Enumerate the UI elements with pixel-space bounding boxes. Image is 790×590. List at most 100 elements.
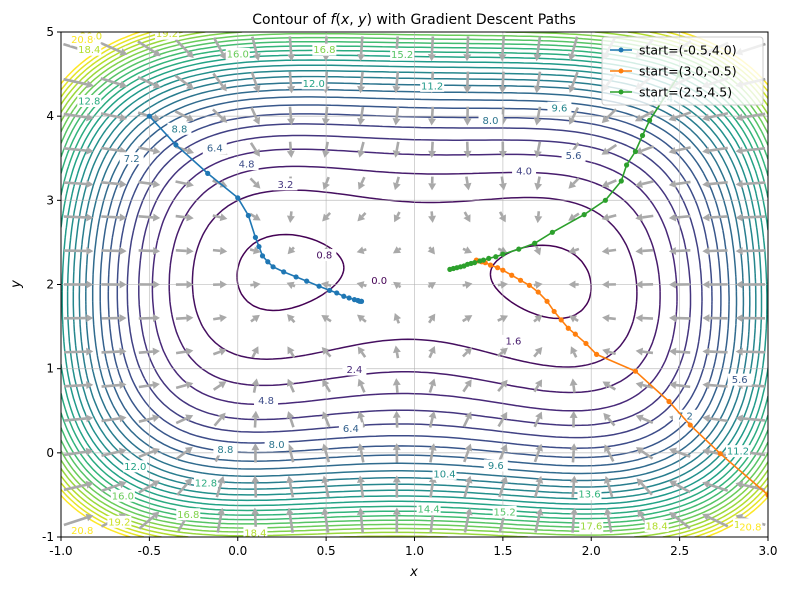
gradient-arrow-shaft: [100, 77, 121, 86]
gradient-arrow-shaft: [324, 106, 329, 119]
descent-point: [581, 212, 587, 218]
gradient-arrow-head: [392, 118, 401, 126]
contour-label-bg: [193, 477, 218, 490]
gradient-arrow-head: [570, 346, 578, 355]
gradient-arrow-head: [357, 314, 365, 323]
descent-point: [618, 178, 624, 184]
gradient-arrow-head: [392, 345, 401, 354]
gradient-arrow-shaft: [138, 146, 154, 153]
gradient-arrow-head: [702, 213, 710, 222]
contour-label-bg: [501, 334, 526, 347]
contour-label: 10.4: [433, 469, 455, 480]
gradient-arrow-shaft: [428, 417, 434, 428]
gradient-arrow-shaft: [571, 482, 576, 498]
contour-label-bg: [167, 122, 192, 135]
gradient-arrow-head: [534, 347, 543, 355]
legend-label-3: start=(2.5,4.5): [639, 85, 732, 100]
gradient-arrow-shaft: [138, 417, 154, 423]
gradient-arrow-shaft: [175, 180, 188, 186]
gradient-arrow-head: [735, 146, 743, 155]
gradient-arrow-shaft: [533, 482, 541, 498]
contour-label-bg: [579, 520, 604, 533]
gradient-arrow-shaft: [138, 515, 155, 530]
gradient-arrow-shaft: [429, 449, 434, 463]
gradient-arrow-shaft: [462, 283, 466, 287]
contour-label: 12.0: [124, 462, 146, 473]
gradient-arrow-head: [427, 54, 436, 62]
gradient-arrow-shaft: [742, 112, 766, 119]
contour-label: 20.8: [71, 526, 93, 537]
descent-point: [687, 422, 693, 428]
x-tick-label: 2.0: [582, 544, 601, 558]
contour-line: [168, 165, 661, 394]
gradient-arrow-shaft: [101, 350, 120, 354]
legend-box: [601, 36, 764, 106]
gradient-arrow-head: [152, 213, 161, 222]
gradient-arrow-shaft: [325, 211, 332, 218]
contour-label-bg: [202, 142, 227, 155]
gradient-arrow-head: [392, 443, 401, 451]
contour-label: 16.0: [112, 491, 134, 502]
gradient-arrow-shaft: [675, 383, 691, 389]
contour-label-bg: [727, 373, 752, 386]
contour-label: 0.8: [316, 251, 332, 262]
gradient-arrow-shaft: [100, 112, 121, 119]
contour-label: 14.4: [418, 505, 440, 516]
gradient-arrow-head: [702, 247, 710, 256]
gradient-arrow-shaft: [212, 350, 221, 356]
contour-label-bg: [547, 101, 572, 114]
x-tick-label: 0.0: [228, 544, 247, 558]
x-tick-label: 1.0: [405, 544, 424, 558]
gradient-arrow-shaft: [395, 141, 400, 152]
gradient-arrow-head: [668, 447, 677, 456]
gradient-arrow-head: [253, 280, 261, 289]
gradient-arrow-head: [152, 347, 160, 356]
descent-point: [316, 283, 322, 289]
gradient-arrow-shaft: [574, 247, 580, 252]
title-part-5: ,: [349, 12, 358, 28]
contour-label: 12.8: [195, 479, 217, 490]
gradient-arrow-head: [669, 511, 678, 520]
gradient-arrow-head: [286, 378, 295, 387]
gradient-arrow-shaft: [288, 482, 295, 498]
gradient-arrow-head: [735, 414, 743, 423]
gradient-arrow-head: [119, 48, 128, 56]
descent-point: [252, 234, 259, 240]
gradient-arrow-shaft: [500, 176, 505, 184]
gradient-arrow-shaft: [138, 249, 154, 253]
contour-label-bg: [644, 520, 669, 533]
gradient-arrow-head: [569, 410, 578, 418]
contour-label-bg: [312, 43, 337, 56]
gradient-arrow-shaft: [465, 176, 469, 184]
contour-label: 4.8: [239, 160, 255, 171]
gradient-arrow-head: [499, 347, 508, 356]
gradient-arrow-shaft: [501, 71, 505, 87]
gradient-arrow-shaft: [288, 36, 293, 55]
gradient-arrow-shaft: [536, 36, 542, 55]
gradient-arrow-shaft: [533, 449, 541, 463]
contour-label: 12.8: [78, 97, 100, 108]
gradient-arrow-shaft: [289, 384, 295, 393]
gradient-arrow-head: [428, 150, 437, 158]
gradient-arrow-shaft: [363, 248, 367, 252]
gradient-arrow-head: [668, 213, 677, 222]
gradient-arrow-shaft: [571, 106, 580, 120]
gradient-arrow-head: [498, 182, 507, 191]
gradient-arrow-shaft: [463, 514, 470, 533]
contour-label-bg: [70, 524, 95, 537]
contour-label-bg: [155, 32, 180, 40]
gradient-arrow-shaft: [176, 482, 189, 496]
gradient-arrow-head: [252, 180, 261, 189]
contour-label: 4.8: [258, 396, 274, 407]
contour-label: 11.2: [421, 81, 443, 92]
gradient-arrow-shaft: [213, 316, 221, 321]
gradient-arrow-shaft: [642, 214, 654, 219]
gradient-arrow-head: [535, 443, 543, 452]
descent-point: [494, 265, 501, 271]
gradient-arrow-shaft: [215, 482, 223, 498]
legend-label-1: start=(-0.5,4.0): [639, 43, 737, 58]
gradient-arrow-head: [635, 447, 644, 455]
contour-label-bg: [225, 47, 250, 60]
gradient-arrow-shaft: [63, 483, 87, 492]
gradient-arrow-head: [152, 81, 161, 89]
